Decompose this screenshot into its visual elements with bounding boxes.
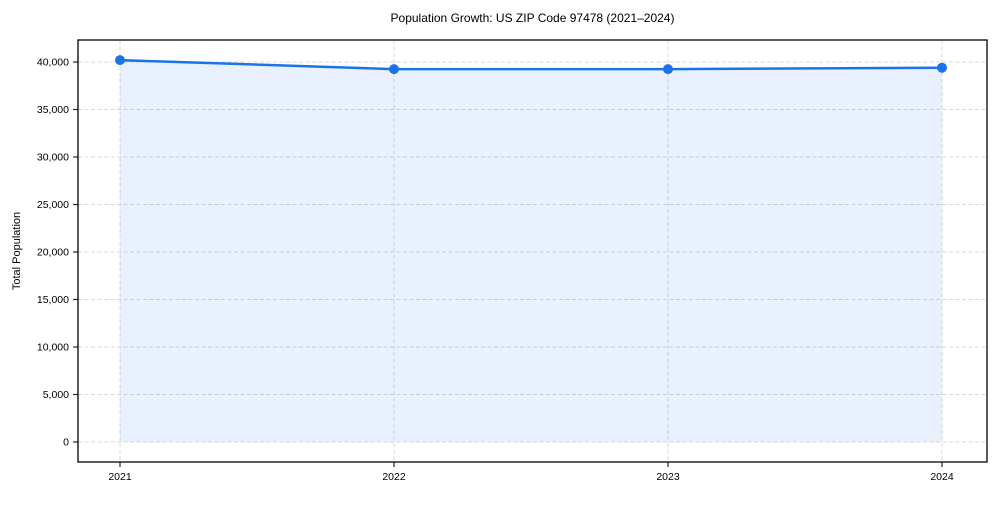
y-axis-label: Total Population bbox=[11, 211, 23, 291]
chart-title: Population Growth: US ZIP Code 97478 (20… bbox=[390, 11, 675, 25]
data-line bbox=[118, 58, 944, 71]
x-tick-label: 2024 bbox=[930, 471, 954, 483]
y-tick-label: 20,000 bbox=[37, 247, 69, 259]
y-tick-label: 30,000 bbox=[37, 152, 69, 164]
y-tick-label: 35,000 bbox=[37, 104, 69, 116]
x-tick-label: 2021 bbox=[108, 471, 132, 483]
data-point bbox=[115, 55, 125, 66]
y-tick-label: 40,000 bbox=[37, 57, 69, 69]
data-point bbox=[937, 62, 947, 73]
data-point bbox=[389, 64, 399, 75]
x-tick-label: 2022 bbox=[382, 471, 406, 483]
y-tick-label: 5,000 bbox=[43, 389, 69, 401]
y-tick-label: 15,000 bbox=[37, 294, 69, 306]
plot-border bbox=[77, 39, 988, 463]
area-fill bbox=[120, 60, 942, 442]
x-tick-label: 2023 bbox=[656, 471, 680, 483]
data-point bbox=[663, 64, 673, 75]
y-tick-label: 0 bbox=[63, 437, 69, 449]
y-tick-label: 25,000 bbox=[37, 199, 69, 211]
y-tick-label: 10,000 bbox=[37, 342, 69, 354]
